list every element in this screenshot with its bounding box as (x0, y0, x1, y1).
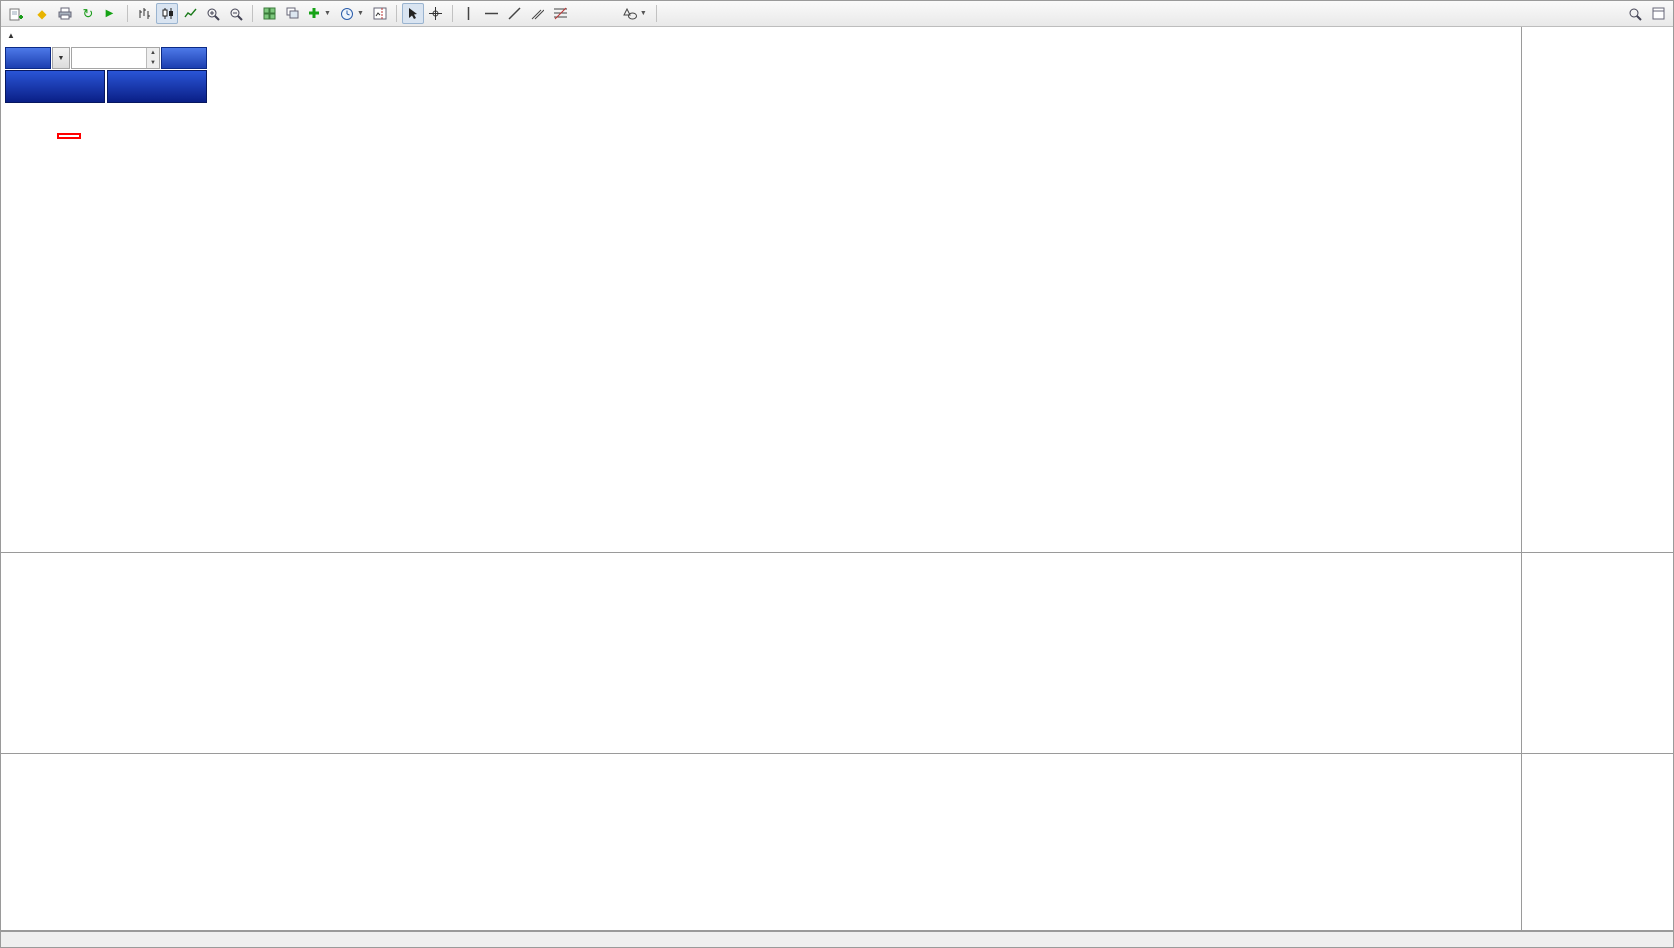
buy-price-panel[interactable] (107, 70, 207, 103)
play-icon: ▶ (105, 7, 114, 19)
mql-market-button[interactable]: ◆ (31, 3, 53, 24)
rsi-axis[interactable] (1521, 754, 1673, 930)
macd-axis[interactable] (1521, 553, 1673, 753)
panel-separator[interactable] (1, 552, 1673, 553)
new-order-button[interactable] (5, 3, 30, 24)
cursor-tool-button[interactable] (401, 3, 424, 24)
layout-icon (1652, 7, 1664, 20)
volume-box: ▲ ▼ (71, 47, 160, 69)
candlestick-chart[interactable] (1, 27, 1521, 552)
macd-panel[interactable] (1, 553, 1521, 753)
channel-icon (532, 9, 545, 20)
clock-icon (340, 7, 353, 20)
volume-spinner[interactable]: ▲ ▼ (146, 48, 159, 68)
candlestick-icon (162, 8, 173, 19)
yellow-diamond-icon: ◆ (37, 6, 47, 21)
panel-separator[interactable] (1, 753, 1673, 754)
print-button[interactable] (54, 3, 76, 24)
channel-tool-button[interactable] (527, 3, 549, 24)
trade-options-dropdown[interactable]: ▼ (52, 47, 70, 69)
sell-button[interactable] (5, 47, 51, 69)
separator (127, 5, 128, 22)
bar-chart-button[interactable] (133, 3, 155, 24)
cursor-icon (408, 8, 417, 19)
spinner-up-icon: ▲ (147, 48, 159, 58)
shapes-tool-button[interactable]: ▼ (619, 3, 651, 24)
trendline-icon (508, 7, 521, 20)
search-icon (1629, 8, 1642, 21)
separator (451, 5, 453, 22)
label-tool-button[interactable] (596, 3, 618, 24)
line-chart-button[interactable] (179, 3, 201, 24)
fibonacci-tool-button[interactable] (550, 3, 572, 24)
chart-shift-button[interactable] (369, 3, 391, 24)
text-tool-button[interactable] (573, 3, 595, 24)
separator (395, 5, 397, 22)
search-button[interactable] (1624, 3, 1646, 24)
zoom-out-icon (230, 8, 243, 21)
horizontal-line-icon (485, 12, 499, 15)
tile-windows-button[interactable] (258, 3, 280, 24)
rsi-chart (1, 754, 1521, 930)
volume-input[interactable] (72, 48, 146, 68)
line-chart-icon (183, 8, 197, 18)
cascade-windows-icon (286, 7, 298, 19)
new-order-icon (9, 8, 23, 20)
symbol-marker-icon: ▲ (7, 31, 15, 40)
trendline-tool-button[interactable] (504, 3, 526, 24)
fibonacci-icon (554, 7, 568, 20)
crosshair-icon (429, 7, 443, 20)
toolbar-options-button[interactable] (1647, 3, 1669, 24)
vertical-line-icon (468, 7, 470, 20)
dropdown-arrow-icon: ▼ (324, 10, 331, 17)
zoom-in-button[interactable] (202, 3, 224, 24)
one-click-trading-widget: ▼ ▲ ▼ (5, 47, 207, 103)
sell-price-panel[interactable] (5, 70, 105, 103)
cascade-windows-button[interactable] (281, 3, 303, 24)
horizontal-line-tool-button[interactable] (481, 3, 503, 24)
main-chart-panel[interactable]: ▲ ▼ ▲ ▼ (1, 27, 1521, 552)
macd-chart (1, 553, 1521, 753)
indicator-plus-icon (309, 8, 319, 18)
crosshair-tool-button[interactable] (425, 3, 447, 24)
vertical-line-tool-button[interactable] (458, 3, 480, 24)
price-level-flag[interactable] (57, 133, 81, 139)
add-indicator-button[interactable]: ▼ (304, 3, 335, 24)
chevron-down-icon: ▼ (57, 54, 65, 62)
tile-windows-icon (263, 7, 275, 20)
refresh-button[interactable]: ↻ (77, 3, 99, 24)
printer-icon (58, 7, 72, 20)
chart-shift-icon (373, 7, 387, 20)
buy-button[interactable] (161, 47, 207, 69)
toolbar: ◆ ↻ ▶ ▼ (1, 1, 1673, 27)
shapes-icon (623, 7, 637, 19)
separator (655, 5, 657, 22)
period-button[interactable]: ▼ (336, 3, 368, 24)
spinner-down-icon: ▼ (147, 58, 159, 68)
price-axis[interactable] (1521, 27, 1673, 552)
autotrading-button[interactable]: ▶ (100, 3, 122, 24)
panel-separator (1, 930, 1673, 931)
time-axis[interactable] (1, 931, 1673, 947)
rsi-panel[interactable] (1, 754, 1521, 930)
zoom-out-button[interactable] (225, 3, 247, 24)
symbol-ohlc-line: ▲ (7, 31, 27, 40)
separator (252, 5, 253, 22)
dropdown-arrow-icon: ▼ (639, 10, 647, 17)
candlestick-chart-button[interactable] (156, 3, 178, 24)
zoom-in-icon (207, 8, 220, 21)
bar-chart-icon (139, 8, 150, 19)
dropdown-arrow-icon: ▼ (356, 10, 364, 17)
refresh-icon: ↻ (82, 6, 94, 21)
